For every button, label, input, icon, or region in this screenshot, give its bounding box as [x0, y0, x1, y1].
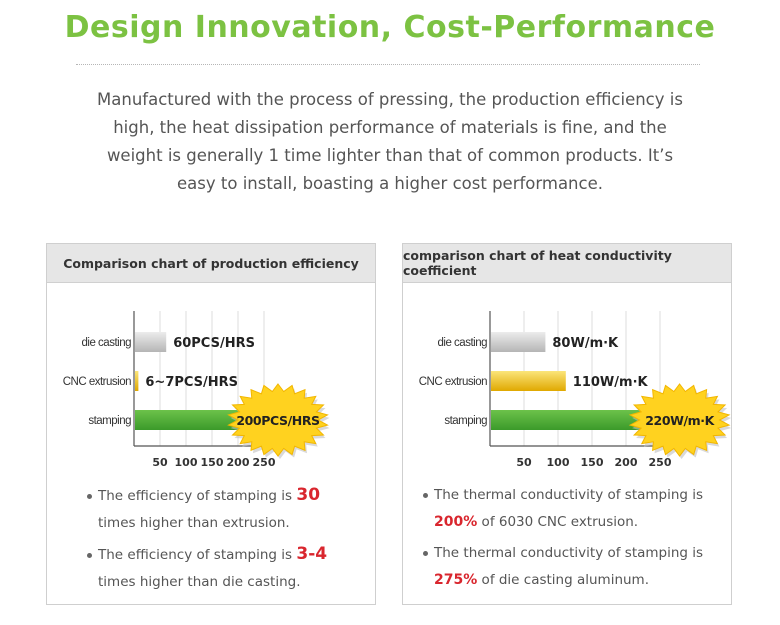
bar: [135, 410, 239, 430]
intro-line: easy to install, boasting a higher cost …: [177, 174, 603, 193]
efficiency-bar-chart: 50 100 150 200 250 die casting 60PCS/HRS CNC ex…: [63, 311, 330, 469]
note-highlight: 275%: [434, 572, 478, 588]
note-item: The thermal conductivity of stamping is …: [423, 482, 723, 536]
bullet-icon: [87, 552, 92, 558]
bullet-icon: [87, 493, 92, 499]
bar: [135, 371, 139, 391]
category-label: stamping: [444, 415, 487, 427]
x-tick-label: 50: [516, 456, 532, 469]
category-label: stamping: [88, 415, 131, 427]
data-label: 80W/m·K: [552, 336, 619, 351]
note-text-cont: of die casting aluminum.: [477, 572, 650, 588]
x-tick-label: 100: [175, 456, 198, 469]
chart-title: comparison chart of heat conductivity co…: [403, 244, 731, 283]
conductivity-notes: The thermal conductivity of stamping is …: [423, 482, 723, 598]
bullet-icon: [423, 492, 428, 498]
x-tick-label: 150: [201, 456, 224, 469]
data-label: 110W/m·K: [573, 375, 649, 390]
note-text-cont: times higher than die casting.: [98, 574, 301, 590]
note-text-cont: times higher than extrusion.: [98, 515, 290, 531]
note-item: The efficiency of stamping is 3-4 times …: [87, 541, 367, 596]
note-item: The efficiency of stamping is 30 times h…: [87, 482, 367, 537]
intro-line: Manufactured with the process of pressin…: [97, 90, 683, 109]
category-label: CNC extrusion: [419, 376, 487, 388]
intro-line: weight is generally 1 time lighter than …: [106, 146, 674, 165]
intro-paragraph: Manufactured with the process of pressin…: [70, 86, 710, 198]
note-text: The efficiency of stamping is: [98, 488, 297, 504]
note-highlight: 30: [296, 485, 321, 505]
category-label: CNC extrusion: [63, 376, 131, 388]
page-title: Design Innovation, Cost-Performance: [64, 10, 716, 45]
intro-line: high, the heat dissipation performance o…: [113, 118, 667, 137]
bar: [135, 332, 167, 352]
note-item: The thermal conductivity of stamping is …: [423, 540, 723, 594]
bar: [491, 371, 566, 391]
badge-starburst: [227, 383, 329, 457]
note-highlight: 200%: [434, 514, 478, 530]
note-text: The thermal conductivity of stamping is: [434, 545, 704, 561]
efficiency-chart-panel: Comparison chart of production efficienc…: [46, 243, 376, 605]
x-tick-label: 100: [547, 456, 570, 469]
bar: [491, 332, 546, 352]
x-tick-label: 200: [615, 456, 638, 469]
conductivity-bar-chart: 50 100 150 200 250 die casting 80W/m·K CNC extr…: [419, 311, 731, 469]
x-tick-label: 150: [581, 456, 604, 469]
bar: [491, 410, 641, 430]
bullet-icon: [423, 550, 428, 556]
category-label: die casting: [438, 337, 488, 349]
category-label: die casting: [82, 337, 132, 349]
badge-starburst: [628, 383, 731, 457]
x-tick-label: 200: [227, 456, 250, 469]
x-tick-label: 50: [152, 456, 168, 469]
efficiency-notes: The efficiency of stamping is 30 times h…: [87, 482, 367, 600]
data-label: 60PCS/HRS: [173, 336, 255, 351]
data-label: 6~7PCS/HRS: [145, 375, 238, 390]
note-text-cont: of 6030 CNC extrusion.: [477, 514, 639, 530]
data-label: 220W/m·K: [645, 413, 715, 428]
conductivity-chart-panel: comparison chart of heat conductivity co…: [402, 243, 732, 605]
x-tick-label: 250: [253, 456, 276, 469]
x-tick-label: 250: [649, 456, 672, 469]
note-text: The efficiency of stamping is: [98, 547, 297, 563]
note-highlight: 3-4: [296, 544, 328, 564]
note-text: The thermal conductivity of stamping is: [434, 487, 704, 503]
chart-title: Comparison chart of production efficienc…: [47, 244, 375, 283]
dotted-divider: [76, 64, 700, 65]
data-label: 200PCS/HRS: [236, 413, 320, 428]
